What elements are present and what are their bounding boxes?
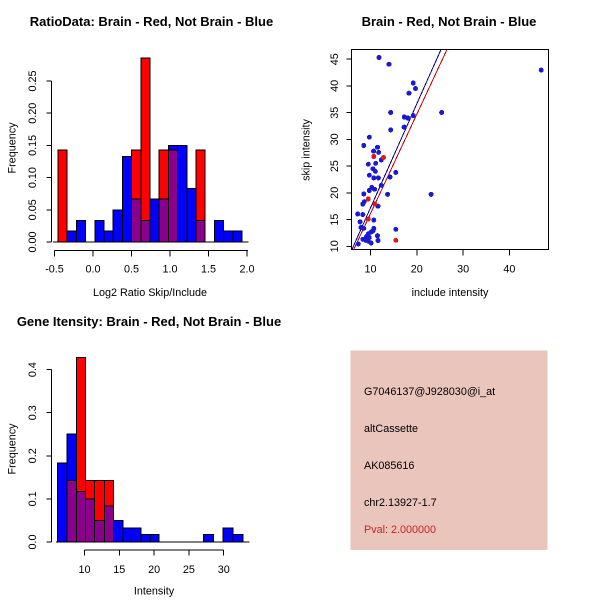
svg-text:include intensity: include intensity (412, 287, 489, 299)
svg-text:0.15: 0.15 (27, 135, 39, 156)
svg-text:45: 45 (329, 53, 341, 65)
svg-text:40: 40 (503, 263, 515, 275)
svg-text:-0.5: -0.5 (45, 263, 64, 275)
svg-text:15: 15 (113, 564, 125, 576)
svg-text:Frequency: Frequency (6, 122, 18, 174)
svg-text:RatioData: Brain - Red, Not Br: RatioData: Brain - Red, Not Brain - Blue (30, 14, 273, 29)
svg-text:25: 25 (183, 564, 195, 576)
svg-text:0.0: 0.0 (85, 263, 100, 275)
svg-text:0.20: 0.20 (27, 103, 39, 124)
svg-text:40: 40 (329, 80, 341, 92)
svg-text:30: 30 (457, 263, 469, 275)
svg-text:AK085616: AK085616 (364, 460, 414, 472)
svg-text:25: 25 (329, 160, 341, 172)
svg-text:0.2: 0.2 (27, 448, 39, 463)
svg-text:0.0: 0.0 (27, 534, 39, 549)
svg-text:15: 15 (329, 214, 341, 226)
svg-text:1.0: 1.0 (162, 263, 177, 275)
svg-text:30: 30 (218, 564, 230, 576)
svg-text:0.4: 0.4 (27, 362, 39, 377)
svg-text:0.25: 0.25 (27, 70, 39, 91)
svg-text:10: 10 (78, 564, 90, 576)
svg-text:0.1: 0.1 (27, 491, 39, 506)
svg-text:Frequency: Frequency (6, 423, 18, 475)
svg-text:Gene Itensity: Brain - Red, No: Gene Itensity: Brain - Red, Not Brain - … (17, 314, 281, 329)
svg-text:10: 10 (329, 240, 341, 252)
svg-text:G7046137@J928030@i_at: G7046137@J928030@i_at (364, 386, 495, 398)
svg-text:skip intensity: skip intensity (301, 118, 313, 180)
svg-text:0.10: 0.10 (27, 167, 39, 188)
svg-text:Pval: 2.000000: Pval: 2.000000 (364, 524, 436, 536)
svg-text:0.00: 0.00 (27, 231, 39, 252)
svg-text:35: 35 (329, 107, 341, 119)
svg-text:chr2.13927-1.7: chr2.13927-1.7 (364, 497, 437, 509)
svg-text:altCassette: altCassette (364, 423, 418, 435)
svg-text:30: 30 (329, 133, 341, 145)
svg-text:0.3: 0.3 (27, 405, 39, 420)
svg-text:Log2 Ratio Skip/Include: Log2 Ratio Skip/Include (93, 287, 207, 299)
svg-text:0.5: 0.5 (124, 263, 139, 275)
svg-text:2.0: 2.0 (239, 263, 254, 275)
svg-text:1.5: 1.5 (201, 263, 216, 275)
svg-text:20: 20 (148, 564, 160, 576)
svg-text:20: 20 (411, 263, 423, 275)
svg-text:10: 10 (364, 263, 376, 275)
svg-text:0.05: 0.05 (27, 199, 39, 220)
svg-text:20: 20 (329, 187, 341, 199)
svg-text:Intensity: Intensity (134, 586, 175, 598)
svg-text:Brain - Red, Not Brain - Blue: Brain - Red, Not Brain - Blue (362, 14, 537, 29)
